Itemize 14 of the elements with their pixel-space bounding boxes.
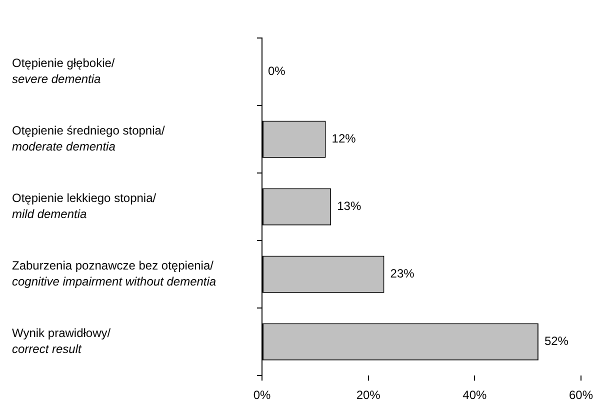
y-tick-label: Otępienie średniego stopnia/ moderate dementia [12, 124, 166, 154]
x-tick-label: 20% [356, 388, 381, 402]
data-label: 13% [337, 199, 362, 214]
y-tick-label: Wynik prawidłowy/ correct result [12, 326, 112, 356]
y-tick-label: Otępienie głębokie/ severe dementia [12, 56, 116, 86]
data-label: 23% [390, 266, 415, 281]
x-tick-label: 60% [568, 388, 594, 402]
y-tick-label: Otępienie lekkiego stopnia/ mild dementia [12, 191, 157, 222]
data-label: 52% [544, 334, 569, 348]
x-tick-label: 40% [462, 388, 487, 402]
y-tick-label: Zaburzenia poznawcze bez otępienia/ cognitive impairment without dementia [12, 258, 216, 289]
data-label: 12% [332, 132, 356, 146]
data-label: 0% [268, 64, 286, 78]
x-tick-label: 0% [253, 388, 271, 402]
